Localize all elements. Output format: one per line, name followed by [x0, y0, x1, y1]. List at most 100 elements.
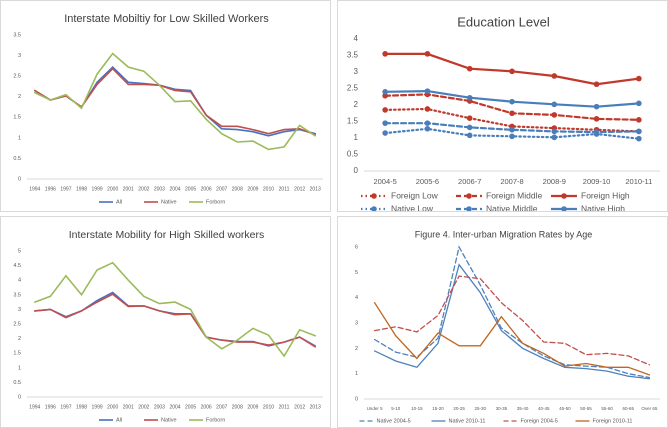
x-tick-label: 1994	[29, 404, 40, 410]
x-tick-label: 2001	[123, 186, 134, 192]
x-tick-label: 40-45	[538, 406, 550, 411]
legend-label: Native Low	[391, 203, 434, 212]
marker	[551, 128, 558, 135]
marker	[551, 73, 558, 79]
x-tick-label: 2004	[169, 404, 180, 410]
marker	[509, 110, 515, 117]
chart-panel: Interstate Mobiltiy for Low Skilled Work…	[0, 0, 331, 212]
chart-title: Interstate Mobiltiy for Low Skilled Work…	[64, 13, 269, 25]
y-tick-label: 1.5	[347, 117, 359, 126]
y-tick-label: 0	[355, 396, 358, 402]
legend-marker	[466, 193, 472, 199]
series-line	[373, 263, 651, 380]
y-tick-label: 0	[18, 176, 21, 182]
x-tick-label: 2003	[154, 404, 165, 410]
x-tick-label: 2011	[279, 186, 290, 192]
legend-label: Foreign 2004-5	[521, 418, 558, 424]
legend-label: Native High	[581, 203, 625, 212]
y-tick-label: 1.5	[13, 115, 21, 121]
x-tick-label: 2004	[169, 186, 180, 192]
marker	[424, 88, 431, 94]
chart-title: Education Level	[457, 14, 550, 29]
x-tick-label: 1996	[45, 404, 56, 410]
y-tick-label: 2.5	[13, 321, 21, 327]
x-tick-label: 1994	[29, 186, 40, 192]
marker	[466, 115, 473, 121]
y-tick-label: 0.5	[347, 150, 359, 159]
x-tick-label: 2007	[216, 404, 227, 410]
series-line	[34, 261, 316, 358]
legend-label: Native	[161, 417, 177, 423]
legend-label: All	[116, 417, 122, 423]
y-tick-label: 0.5	[13, 156, 21, 162]
marker	[424, 120, 431, 126]
legend-label: All	[116, 199, 122, 205]
x-tick-label: 2000	[107, 186, 118, 192]
x-tick-label: 2008	[232, 404, 243, 410]
chart-title: Figure 4. Inter-urban Migration Rates by…	[415, 229, 593, 239]
legend-label: Foreign Low	[391, 190, 439, 200]
x-tick-label: 2010	[263, 404, 274, 410]
y-tick-label: 4.5	[13, 263, 21, 269]
marker	[551, 101, 558, 108]
x-tick-label: 25-30	[475, 406, 487, 411]
y-tick-label: 0	[354, 166, 359, 175]
marker	[466, 65, 473, 72]
x-tick-label: 50-55	[580, 406, 592, 411]
x-tick-label: 15-20	[432, 406, 444, 411]
marker	[593, 81, 600, 88]
marker	[551, 134, 558, 141]
legend-label: Native Middle	[486, 203, 538, 212]
x-tick-label: 2008-9	[543, 177, 566, 186]
x-tick-label: 2011	[279, 404, 290, 410]
marker	[593, 116, 600, 122]
x-tick-label: 2013	[310, 186, 321, 192]
x-tick-label: 60-65	[623, 406, 635, 411]
x-tick-label: 2005-6	[416, 177, 439, 186]
x-tick-label: 5-10	[391, 406, 401, 411]
legend-marker	[561, 193, 567, 199]
x-tick-label: 2008	[232, 186, 243, 192]
marker	[593, 103, 600, 110]
x-tick-label: 2000	[107, 404, 118, 410]
x-tick-label: 2012	[294, 404, 305, 410]
y-tick-label: 1	[18, 135, 21, 141]
y-tick-label: 4	[355, 295, 358, 301]
marker	[636, 100, 642, 107]
marker	[636, 75, 642, 82]
y-tick-label: 5	[355, 270, 358, 276]
y-tick-label: 2	[355, 346, 358, 352]
series-line	[373, 275, 651, 366]
marker	[382, 89, 388, 95]
x-tick-label: 2004-5	[373, 177, 396, 186]
marker	[636, 128, 642, 135]
x-tick-label: 2012	[294, 186, 305, 192]
legend-label: Native 2004-5	[377, 418, 411, 424]
x-tick-label: 2001	[123, 404, 134, 410]
x-tick-label: 2002	[138, 186, 149, 192]
marker	[509, 133, 515, 140]
marker	[636, 117, 642, 123]
x-tick-label: 2013	[310, 404, 321, 410]
legend-label: Foreign Middle	[486, 190, 542, 200]
x-tick-label: 2009-10	[583, 177, 611, 186]
y-tick-label: 4	[354, 34, 359, 43]
x-tick-label: 2002	[138, 404, 149, 410]
chart-panel: Education Level 0 0.5 1 1.5 2 2.5 3 3.5 4 2004-5 20…	[337, 0, 668, 212]
legend-marker	[466, 206, 472, 211]
marker	[593, 129, 600, 135]
x-tick-label: 2006	[201, 404, 212, 410]
chart-panel: Figure 4. Inter-urban Migration Rates by…	[337, 216, 668, 428]
x-tick-label: 45-50	[559, 406, 571, 411]
marker	[466, 124, 473, 131]
y-tick-label: 1.5	[13, 351, 21, 357]
x-tick-label: 2007	[216, 186, 227, 192]
y-tick-label: 3	[355, 320, 358, 326]
y-tick-label: 6	[355, 244, 358, 250]
x-tick-label: Over 65	[641, 406, 658, 411]
x-tick-label: 2007-8	[500, 177, 523, 186]
marker	[466, 94, 473, 101]
marker	[424, 51, 431, 57]
x-tick-label: 1996	[45, 186, 56, 192]
marker	[466, 132, 473, 139]
